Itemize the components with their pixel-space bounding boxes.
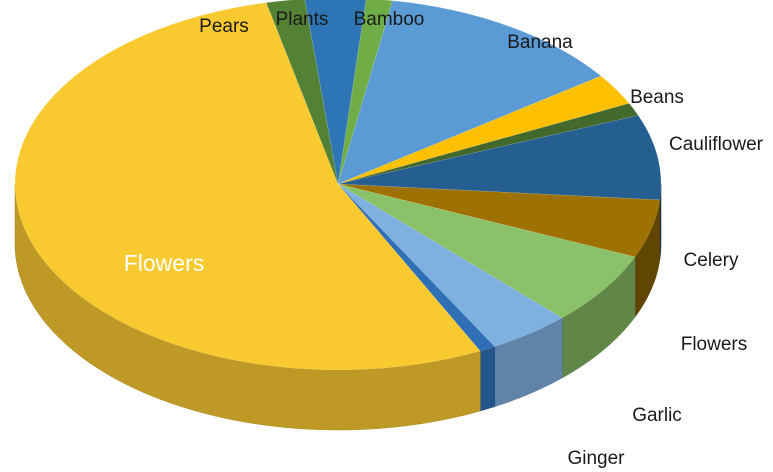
pie-slice-1 — [337, 0, 393, 185]
slice-label-3: Beans — [630, 87, 684, 108]
pie-slice-10 — [14, 2, 481, 371]
slice-label-11: Pears — [199, 16, 249, 37]
pie-slice-5 — [337, 115, 662, 201]
slice-label-9: Ginger — [567, 448, 625, 469]
pie-slice-4 — [337, 103, 639, 185]
pie-slice-9 — [337, 183, 496, 352]
pie-side-group — [14, 183, 662, 431]
pie-slice-11 — [265, 0, 339, 185]
pie-label-group: Bamboo Banana Beans Cauliflower Celery Flower… — [124, 9, 764, 469]
slice-label-1: Bamboo — [354, 9, 425, 30]
slice-label-8: Garlic — [632, 405, 682, 426]
pie-slice-3 — [337, 75, 630, 185]
slice-label-2: Banana — [507, 32, 573, 53]
slice-label-10: Flowers — [124, 250, 205, 276]
pie-top-group — [14, 0, 662, 371]
slice-label-12: Plants — [276, 9, 329, 30]
pie-slice-2 — [337, 0, 602, 185]
pie-slice-8 — [337, 183, 563, 347]
pie-slice-12 — [304, 0, 367, 185]
pie-slice-7 — [337, 183, 636, 319]
pie-side-9 — [479, 346, 496, 412]
slice-label-4: Cauliflower — [669, 134, 764, 155]
pie-slice-6 — [337, 183, 661, 258]
slice-label-7: Flowers — [681, 334, 748, 355]
slice-label-6: Celery — [684, 250, 739, 271]
